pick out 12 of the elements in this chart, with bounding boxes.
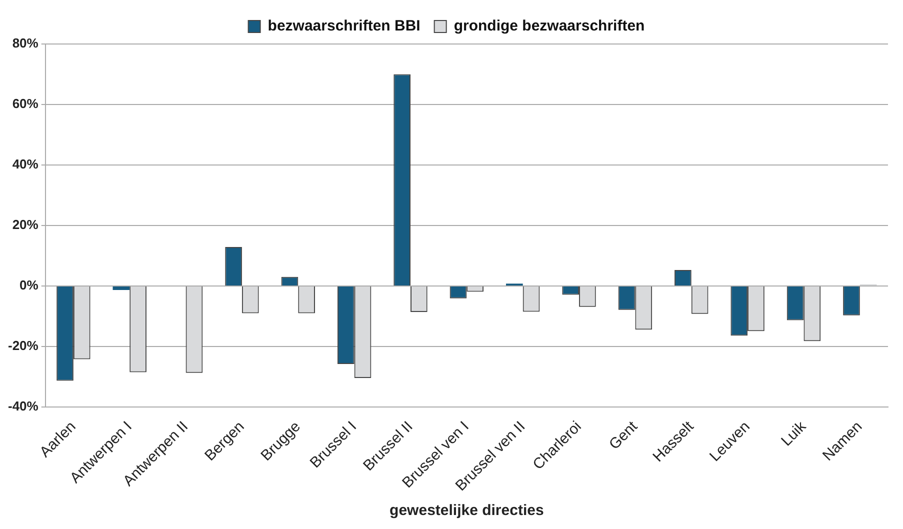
x-axis-title: gewestelijke directies xyxy=(390,502,544,520)
legend-label: bezwaarschriften BBI xyxy=(268,18,420,35)
y-tick-label: -20% xyxy=(8,338,39,354)
y-tick-label: 0% xyxy=(20,278,39,293)
y-tick-label: 40% xyxy=(12,156,39,172)
y-tick-label: -40% xyxy=(8,398,39,414)
y-tick-label: 60% xyxy=(12,96,39,112)
x-tick-label: Luik xyxy=(778,418,810,450)
y-tick-label: 80% xyxy=(12,36,39,51)
legend-label: grondige bezwaarschriften xyxy=(454,18,645,35)
y-tick-label: 20% xyxy=(12,217,39,232)
bar xyxy=(112,286,130,290)
